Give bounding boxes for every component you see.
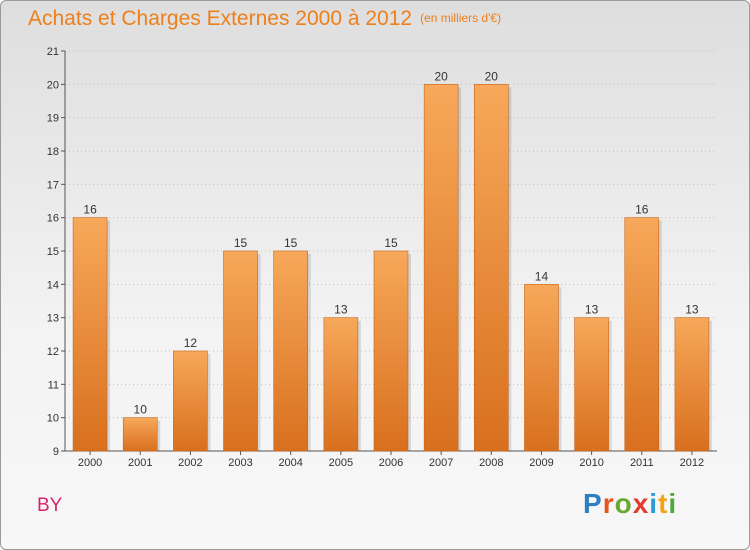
chart-unit-label: (en milliers d'€)	[420, 11, 502, 25]
x-tick-label: 2009	[529, 457, 553, 469]
bar-value-label: 16	[83, 203, 97, 217]
bar-2003	[223, 250, 258, 452]
bar-value-label: 13	[685, 303, 699, 317]
bar-2005	[323, 317, 359, 452]
x-tick-label: 2003	[228, 457, 252, 469]
y-tick-label: 14	[47, 279, 59, 291]
bar-value-label: 20	[485, 69, 499, 83]
x-tick-label: 2007	[429, 457, 453, 469]
chart-title: Achats et Charges Externes 2000 à 2012 (e…	[28, 7, 501, 31]
x-tick-label: 2000	[78, 457, 102, 469]
logo-letter: o	[614, 488, 633, 519]
y-tick-label: 15	[47, 246, 59, 258]
y-tick-label: 21	[47, 46, 59, 58]
bars	[72, 84, 712, 452]
bar-value-label: 12	[184, 336, 198, 350]
y-tick-label: 11	[48, 379, 59, 391]
bar-2009	[524, 284, 559, 452]
bar-value-label: 14	[535, 269, 549, 283]
bar-2000	[72, 217, 108, 452]
bar-2002	[173, 350, 208, 452]
logo-letter: x	[632, 488, 650, 519]
x-tick-label: 2011	[630, 457, 654, 469]
bar-value-label: 15	[384, 236, 398, 250]
y-tick-label: 18	[47, 146, 59, 158]
bar-2012	[674, 317, 710, 452]
labels: 16 2000 10 2001 12 2002 15 2003 15 2004 13 2005 15 20…	[78, 69, 704, 469]
y-tick-label: 13	[47, 313, 59, 325]
bar-2007	[423, 84, 459, 452]
logo-letter: i	[649, 488, 659, 519]
bar-2008	[474, 84, 509, 452]
y-tick-label: 16	[47, 213, 59, 225]
x-tick-label: 2012	[680, 457, 704, 469]
bar-value-label: 15	[234, 236, 248, 250]
logo-letter: t	[658, 488, 669, 519]
bar-2001	[122, 417, 158, 452]
bar-value-label: 20	[434, 69, 448, 83]
proxiti-logo[interactable]: Proxiti	[583, 488, 677, 520]
y-tick-label: 17	[47, 179, 59, 191]
x-tick-label: 2008	[479, 457, 503, 469]
bar-value-label: 10	[134, 403, 148, 417]
y-tick-label: 19	[47, 113, 59, 125]
bar-2011	[624, 217, 660, 452]
x-tick-label: 2006	[379, 457, 403, 469]
bar-value-label: 13	[585, 303, 599, 317]
bar-value-label: 16	[635, 203, 649, 217]
commune-name: BY	[37, 495, 63, 516]
y-tick-label: 9	[53, 446, 59, 458]
bar-2010	[574, 317, 609, 452]
y-tick-label: 20	[47, 79, 59, 91]
y-tick-label: 10	[47, 413, 59, 425]
x-tick-label: 2002	[178, 457, 202, 469]
chart-title-text: Achats et Charges Externes 2000 à 2012	[28, 7, 413, 30]
x-tick-label: 2005	[329, 457, 353, 469]
logo-letter: r	[602, 488, 615, 519]
x-tick-label: 2010	[579, 457, 603, 469]
x-tick-label: 2001	[128, 457, 152, 469]
logo-letter: i	[668, 488, 678, 519]
bar-value-label: 13	[334, 303, 348, 317]
logo-letter: P	[583, 488, 603, 519]
bar-2004	[273, 250, 308, 452]
x-tick-label: 2004	[278, 457, 302, 469]
bar-2006	[373, 250, 409, 452]
y-tick-label: 12	[47, 346, 59, 358]
bar-value-label: 15	[284, 236, 298, 250]
